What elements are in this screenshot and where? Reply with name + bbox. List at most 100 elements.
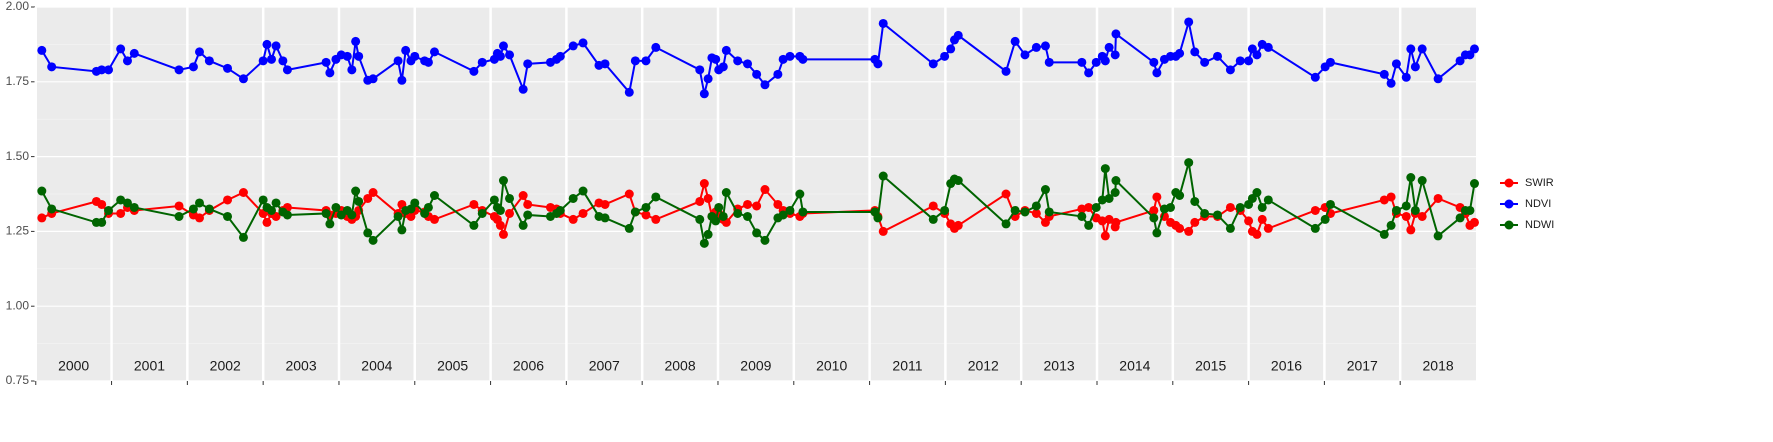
- year-label: 2006: [513, 358, 544, 374]
- legend-label: SWIR: [1525, 177, 1554, 189]
- point: [116, 195, 126, 205]
- point: [568, 214, 578, 224]
- point: [1386, 78, 1396, 88]
- point: [1166, 202, 1176, 212]
- point: [129, 202, 139, 212]
- point: [258, 56, 268, 66]
- point: [1111, 217, 1121, 227]
- point: [1310, 72, 1320, 82]
- point: [578, 38, 588, 48]
- point: [1469, 217, 1479, 227]
- point: [1001, 189, 1011, 199]
- point: [477, 57, 487, 67]
- point: [703, 229, 713, 239]
- point: [393, 211, 403, 221]
- point: [321, 208, 331, 218]
- year-label: 2014: [1119, 358, 1150, 374]
- point: [495, 220, 505, 230]
- point: [714, 202, 724, 212]
- point: [397, 75, 407, 85]
- point: [116, 44, 126, 54]
- point: [953, 176, 963, 186]
- point: [47, 204, 57, 214]
- point: [37, 213, 47, 223]
- point: [223, 211, 233, 221]
- point: [641, 56, 651, 66]
- point: [878, 226, 888, 236]
- point: [104, 65, 114, 75]
- point: [785, 51, 795, 61]
- point: [1149, 57, 1159, 67]
- point: [258, 195, 268, 205]
- point: [1110, 188, 1120, 198]
- point: [1263, 195, 1273, 205]
- point: [630, 207, 640, 217]
- point: [953, 220, 963, 230]
- point: [1104, 214, 1114, 224]
- legend-label: NDWI: [1525, 219, 1554, 231]
- point: [718, 211, 728, 221]
- year-label: 2008: [664, 358, 695, 374]
- point: [624, 189, 634, 199]
- point: [368, 235, 378, 245]
- point: [271, 41, 281, 51]
- point: [351, 186, 361, 196]
- point: [331, 202, 341, 212]
- point: [429, 190, 439, 200]
- point: [568, 41, 578, 51]
- point: [477, 208, 487, 218]
- y-tick-label: 2.00: [6, 0, 30, 13]
- point: [1077, 57, 1087, 67]
- point: [1417, 176, 1427, 186]
- point: [555, 205, 565, 215]
- point: [733, 208, 743, 218]
- point: [699, 238, 709, 248]
- point: [194, 198, 204, 208]
- point: [1225, 65, 1235, 75]
- point: [47, 62, 57, 72]
- point: [1184, 226, 1194, 236]
- point: [238, 74, 248, 84]
- point: [1401, 211, 1411, 221]
- point: [498, 229, 508, 239]
- point: [1104, 193, 1114, 203]
- point: [1020, 207, 1030, 217]
- point: [624, 87, 634, 97]
- point: [1465, 205, 1475, 215]
- point: [351, 36, 361, 46]
- point: [1077, 211, 1087, 221]
- point: [1225, 202, 1235, 212]
- y-tick-label: 1.25: [6, 224, 30, 238]
- point: [174, 201, 184, 211]
- point: [1455, 213, 1465, 223]
- point: [773, 199, 783, 209]
- point: [505, 50, 515, 60]
- point: [1152, 228, 1162, 238]
- point: [1213, 210, 1223, 220]
- point: [1244, 216, 1254, 226]
- point: [703, 193, 713, 203]
- point: [363, 193, 373, 203]
- point: [578, 186, 588, 196]
- point: [1379, 195, 1389, 205]
- point: [347, 65, 357, 75]
- point: [1040, 185, 1050, 195]
- point: [695, 214, 705, 224]
- point: [711, 54, 721, 64]
- point: [1379, 69, 1389, 79]
- point: [267, 54, 277, 64]
- point: [1244, 56, 1254, 66]
- point: [1252, 50, 1262, 60]
- point: [1175, 48, 1185, 58]
- point: [873, 59, 883, 69]
- point: [946, 44, 956, 54]
- point: [523, 59, 533, 69]
- point: [104, 205, 114, 215]
- point: [1225, 223, 1235, 233]
- point: [733, 56, 743, 66]
- point: [238, 188, 248, 198]
- point: [518, 220, 528, 230]
- point: [410, 198, 420, 208]
- point: [188, 62, 198, 72]
